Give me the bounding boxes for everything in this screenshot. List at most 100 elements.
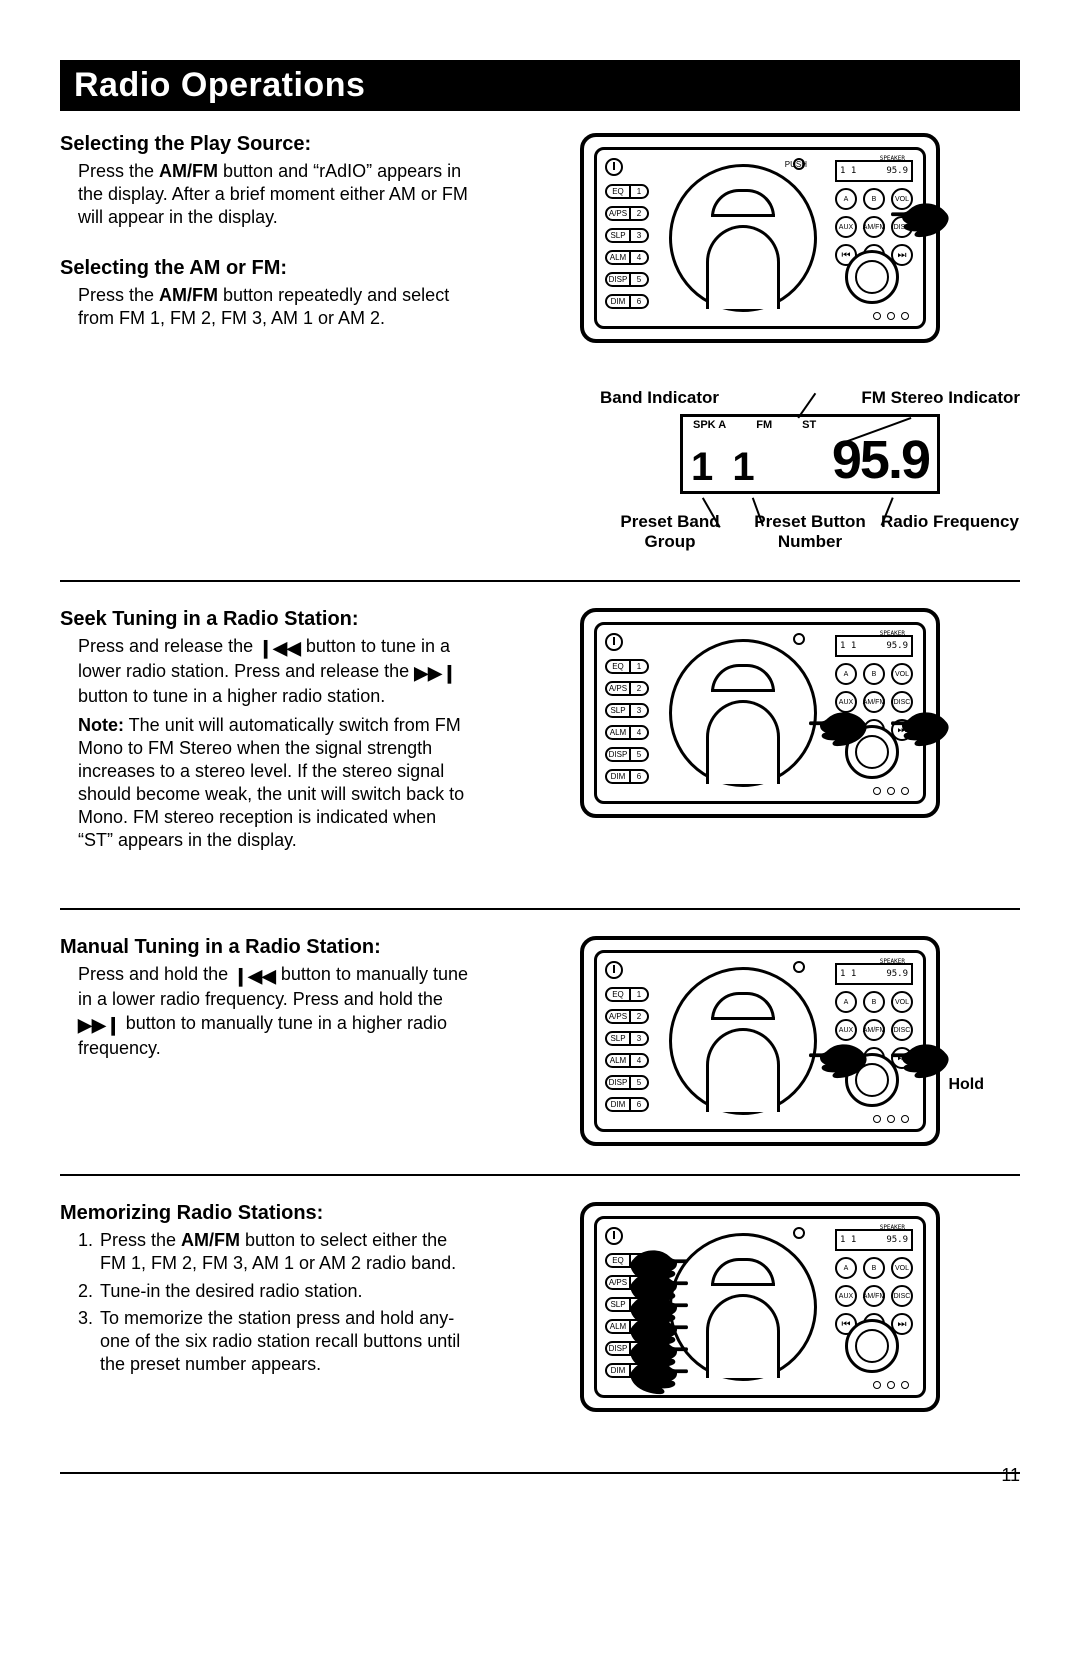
cd-door-icon [669, 967, 817, 1115]
text-bold: AM/FM [159, 285, 218, 305]
footer-divider [60, 1472, 1020, 1474]
lcd-fm: FM [756, 419, 772, 431]
power-icon [605, 633, 623, 651]
cd-door-icon [669, 639, 817, 787]
next-track-icon: ▶▶❙ [414, 662, 457, 685]
preset-button: EQ1 [605, 659, 649, 674]
display-left: 1 1 [840, 166, 856, 176]
power-icon [605, 961, 623, 979]
round-button: AUX [835, 1285, 857, 1307]
round-button: DISC [891, 1285, 913, 1307]
heading-play-source: Selecting the Play Source: [60, 133, 472, 156]
step-2: Tune-in the desired radio station. [98, 1280, 472, 1303]
prev-track-icon: ❙◀◀ [258, 637, 301, 660]
divider [60, 908, 1020, 910]
heading-select-band: Selecting the AM or FM: [60, 257, 472, 280]
round-button: AM/FM [863, 1019, 885, 1041]
button-grid: ABVOLAUXAM/FMDISC [835, 1257, 913, 1307]
preset-button: DISP5 [605, 747, 649, 762]
cd-door-icon [669, 164, 817, 312]
power-icon [605, 1227, 623, 1245]
note-label: Note: [78, 715, 124, 735]
hand-pointer-icon [886, 199, 956, 239]
label-radio-frequency: Radio Frequency [880, 512, 1020, 552]
step-3: To memorize the station press and hold a… [98, 1307, 472, 1376]
ports-icon [873, 1115, 909, 1123]
device-display: 1 1 95.9 SPEAKER [835, 1229, 913, 1251]
round-button: VOL [891, 1257, 913, 1279]
push-button-icon [793, 1227, 805, 1239]
heading-manual-tuning: Manual Tuning in a Radio Station: [60, 936, 472, 959]
preset-button: ALM4 [605, 250, 649, 265]
preset-button: SLP3 [605, 703, 649, 718]
heading-seek-tuning: Seek Tuning in a Radio Station: [60, 608, 472, 631]
volume-knob-icon [845, 250, 899, 304]
section-select-band: Selecting the AM or FM: Press the AM/FM … [60, 257, 472, 330]
round-button: B [863, 1257, 885, 1279]
next-track-icon: ▶▶❙ [78, 1014, 121, 1037]
preset-button: SLP3 [605, 1031, 649, 1046]
hand-pointer-icon [886, 708, 956, 748]
lcd-preset-band: 1 [691, 445, 717, 489]
preset-button: DISP5 [605, 1075, 649, 1090]
round-button: A [835, 991, 857, 1013]
button-grid: ABVOLAUXAM/FMDISC [835, 991, 913, 1041]
preset-button: A/PS2 [605, 206, 649, 221]
button-grid: ABVOLAUXAM/FMDISC [835, 663, 913, 713]
figure-device-4: 1 1 95.9 SPEAKER EQ1A/PS2SLP3ALM4DISP5DI… [580, 1202, 940, 1412]
label-band-indicator: Band Indicator [600, 388, 719, 408]
section-memorizing: Memorizing Radio Stations: Press the AM/… [60, 1202, 472, 1375]
preset-button: A/PS2 [605, 681, 649, 696]
note-body: The unit will automatically switch from … [78, 715, 464, 850]
round-button: B [863, 663, 885, 685]
ports-icon [873, 312, 909, 320]
divider [60, 580, 1020, 582]
round-button: B [863, 991, 885, 1013]
label-preset-band-group: Preset Band Group [600, 512, 740, 552]
step-1: Press the AM/FM button to select either … [98, 1229, 472, 1275]
hand-pointer-icon [618, 1356, 698, 1396]
section-seek-tuning: Seek Tuning in a Radio Station: Press an… [60, 608, 472, 852]
round-button: B [863, 188, 885, 210]
round-button: A [835, 663, 857, 685]
push-button-icon [793, 633, 805, 645]
round-button: A [835, 188, 857, 210]
hand-pointer-icon [804, 1040, 874, 1080]
preset-button: DISP5 [605, 272, 649, 287]
ports-icon [873, 1381, 909, 1389]
ports-icon [873, 787, 909, 795]
text: button to tune in a higher radio station… [78, 686, 385, 706]
device-display: 1 1 95.9 SPEAKER [835, 963, 913, 985]
device-display: 1 1 95.9 SPEAKER [835, 635, 913, 657]
preset-button: SLP3 [605, 228, 649, 243]
figure-device-1: PUSH 1 1 95.9 SPEAKER EQ1 A/PS2 SLP3 ALM4 DI… [580, 133, 940, 343]
prev-track-icon: ❙◀◀ [233, 965, 276, 988]
section-play-source: Selecting the Play Source: Press the AM/… [60, 133, 472, 229]
preset-button: EQ1 [605, 987, 649, 1002]
preset-button: DIM6 [605, 1097, 649, 1112]
preset-button: A/PS2 [605, 1009, 649, 1024]
push-button-icon [793, 961, 805, 973]
round-button: AM/FM [863, 216, 885, 238]
text-bold: AM/FM [159, 161, 218, 181]
divider [60, 1174, 1020, 1176]
label-fm-stereo: FM Stereo Indicator [861, 388, 1020, 408]
power-icon [605, 158, 623, 176]
round-button: VOL [891, 991, 913, 1013]
figure-device-3: 1 1 95.9 SPEAKER EQ1A/PS2SLP3ALM4DISP5DI… [580, 936, 940, 1146]
preset-buttons: EQ1 A/PS2 SLP3 ALM4 DISP5 DIM6 [605, 184, 649, 309]
round-button: AUX [835, 1019, 857, 1041]
lcd-spk: SPK A [693, 419, 726, 431]
text: Press and release the [78, 636, 258, 656]
push-label: PUSH [785, 160, 807, 169]
round-button: VOL [891, 663, 913, 685]
display-right: 95.9 [886, 166, 908, 176]
preset-button: EQ1 [605, 184, 649, 199]
text: button to manually tune in a higher radi… [78, 1013, 447, 1058]
page-title: Radio Operations [60, 60, 1020, 111]
volume-knob-icon [845, 1319, 899, 1373]
round-button: A [835, 1257, 857, 1279]
page-number: 11 [1001, 1465, 1020, 1486]
device-display: 1 1 95.9 SPEAKER [835, 160, 913, 182]
preset-button: DIM6 [605, 294, 649, 309]
